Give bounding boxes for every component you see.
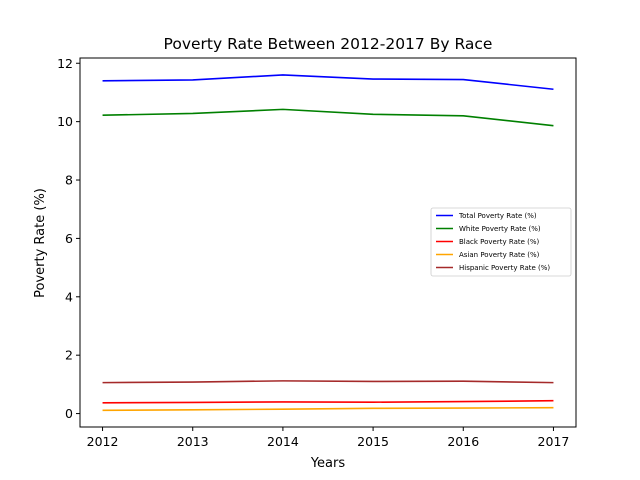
legend-label: Black Poverty Rate (%) — [459, 238, 540, 246]
x-tick-label: 2012 — [87, 434, 119, 449]
y-tick-label: 6 — [65, 231, 73, 246]
x-tick-label: 2014 — [267, 434, 299, 449]
legend-label: Hispanic Poverty Rate (%) — [459, 264, 550, 272]
legend-label: White Poverty Rate (%) — [459, 225, 541, 233]
y-tick-label: 2 — [65, 348, 73, 363]
x-tick-label: 2013 — [177, 434, 209, 449]
legend-box — [430, 207, 572, 277]
chart-title: Poverty Rate Between 2012-2017 By Race — [164, 35, 493, 53]
x-tick-label: 2017 — [538, 434, 570, 449]
series-lines — [102, 74, 554, 412]
plot-area-frame — [79, 57, 577, 428]
y-tick-label: 0 — [65, 406, 73, 421]
series-line-2 — [102, 108, 554, 127]
x-tick-label: 2016 — [447, 434, 479, 449]
y-tick-label: 10 — [57, 114, 73, 129]
x-axis-title: Years — [310, 456, 346, 471]
legend: Total Poverty Rate (%) White Poverty Rate… — [430, 207, 572, 277]
y-tick-label: 8 — [65, 173, 73, 188]
y-axis-title: Poverty Rate (%) — [33, 188, 48, 298]
legend-label: Asian Poverty Rate (%) — [459, 251, 540, 259]
series-line-4 — [102, 406, 554, 412]
x-tick-label: 2015 — [357, 434, 389, 449]
series-line-1 — [102, 74, 554, 91]
y-tick-label: 4 — [65, 289, 73, 304]
series-line-5 — [102, 380, 554, 384]
legend-label: Total Poverty Rate (%) — [458, 212, 537, 220]
series-line-3 — [102, 399, 554, 404]
axis-ticks: 2012 2013 2014 2015 2016 2017 0 2 4 6 8 10 12 — [57, 56, 569, 449]
y-tick-label: 12 — [57, 56, 73, 71]
